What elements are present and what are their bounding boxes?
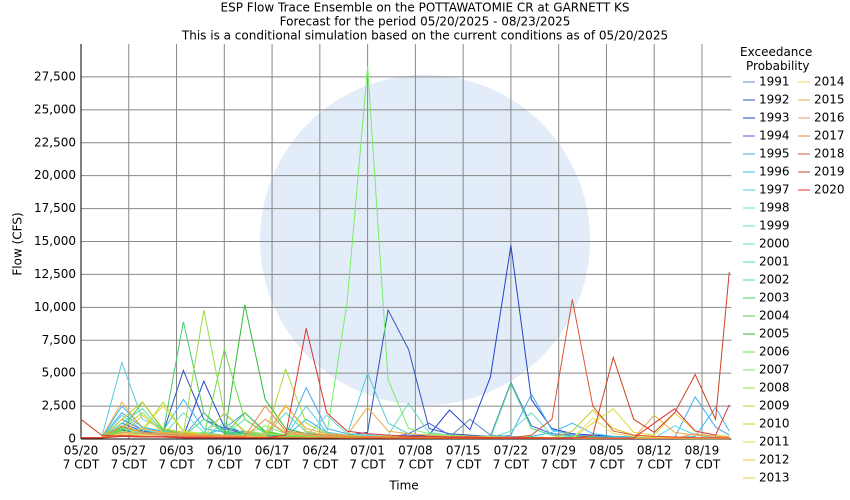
x-tick-label: 07/01: [350, 444, 385, 458]
x-tick-label: 08/19: [685, 444, 720, 458]
legend-title-line: Probability: [746, 59, 809, 73]
legend-label: 2006: [759, 345, 790, 359]
x-tick-sublabel: 7 CDT: [493, 458, 530, 472]
chart-title: ESP Flow Trace Ensemble on the POTTAWATO…: [221, 1, 630, 15]
legend-label: 2009: [759, 399, 790, 413]
y-axis-label: Flow (CFS): [11, 212, 25, 275]
x-tick-sublabel: 7 CDT: [158, 458, 195, 472]
x-tick-sublabel: 7 CDT: [588, 458, 625, 472]
legend-label: 2012: [759, 453, 790, 467]
watermark-circle: [260, 75, 590, 405]
x-tick-label: 06/03: [159, 444, 194, 458]
chart-note: This is a conditional simulation based o…: [181, 29, 668, 43]
y-tick-label: 5,000: [42, 366, 76, 380]
y-tick-label: 0: [68, 432, 76, 446]
legend-label: 2003: [759, 291, 790, 305]
y-tick-label: 2,500: [42, 399, 76, 413]
legend-label: 1997: [759, 183, 790, 197]
x-tick-label: 05/20: [64, 444, 99, 458]
x-axis-label: Time: [388, 479, 418, 493]
x-tick-sublabel: 7 CDT: [206, 458, 243, 472]
legend-label: 1993: [759, 111, 790, 125]
x-tick-sublabel: 7 CDT: [540, 458, 577, 472]
x-tick-label: 07/15: [446, 444, 481, 458]
legend-label: 2007: [759, 363, 790, 377]
x-tick-sublabel: 7 CDT: [302, 458, 339, 472]
legend-label: 2020: [814, 183, 845, 197]
x-tick-sublabel: 7 CDT: [349, 458, 386, 472]
x-tick-sublabel: 7 CDT: [111, 458, 148, 472]
x-tick-sublabel: 7 CDT: [636, 458, 673, 472]
x-tick-sublabel: 7 CDT: [63, 458, 100, 472]
legend-label: 2008: [759, 381, 790, 395]
x-tick-label: 08/05: [589, 444, 624, 458]
legend-label: 1995: [759, 147, 790, 161]
y-tick-label: 12,500: [34, 267, 76, 281]
watermark: [260, 75, 590, 405]
legend-label: 1994: [759, 129, 790, 143]
legend-label: 2010: [759, 417, 790, 431]
series-line: [80, 328, 730, 439]
x-tick-label: 07/08: [398, 444, 433, 458]
legend-label: 2013: [759, 471, 790, 485]
legend-label: 1991: [759, 75, 790, 89]
y-tick-label: 7,500: [42, 333, 76, 347]
y-tick-label: 25,000: [34, 102, 76, 116]
legend-label: 1996: [759, 165, 790, 179]
x-tick-sublabel: 7 CDT: [445, 458, 482, 472]
x-tick-sublabel: 7 CDT: [254, 458, 291, 472]
y-tick-label: 15,000: [34, 234, 76, 248]
legend-label: 2011: [759, 435, 790, 449]
legend-label: 2002: [759, 273, 790, 287]
legend-label: 2018: [814, 147, 845, 161]
legend-label: 2001: [759, 255, 790, 269]
x-tick-label: 08/12: [637, 444, 672, 458]
legend-label: 2014: [814, 75, 845, 89]
y-tick-label: 20,000: [34, 168, 76, 182]
x-tick-sublabel: 7 CDT: [684, 458, 721, 472]
y-tick-label: 27,500: [34, 69, 76, 83]
legend-label: 2017: [814, 129, 845, 143]
legend-label: 2016: [814, 111, 845, 125]
legend-title: Exceedance Probability: [740, 45, 812, 73]
y-tick-label: 22,500: [34, 135, 76, 149]
legend-label: 1998: [759, 201, 790, 215]
legend-label: 2005: [759, 327, 790, 341]
x-tick-label: 06/10: [207, 444, 242, 458]
legend-label: 1999: [759, 219, 790, 233]
legend-label: 2000: [759, 237, 790, 251]
y-tick-label: 17,500: [34, 201, 76, 215]
y-tick-label: 10,000: [34, 300, 76, 314]
legend-label: 2004: [759, 309, 790, 323]
x-tick-sublabel: 7 CDT: [397, 458, 434, 472]
x-tick-label: 07/22: [494, 444, 529, 458]
chart-subtitle: Forecast for the period 05/20/2025 - 08/…: [280, 15, 571, 29]
legend-title-line: Exceedance: [740, 45, 812, 59]
legend-label: 1992: [759, 93, 790, 107]
x-tick-label: 06/17: [255, 444, 290, 458]
legend-label: 2015: [814, 93, 845, 107]
legend-label: 2019: [814, 165, 845, 179]
x-tick-label: 05/27: [111, 444, 146, 458]
x-tick-label: 07/29: [541, 444, 576, 458]
x-tick-label: 06/24: [303, 444, 338, 458]
